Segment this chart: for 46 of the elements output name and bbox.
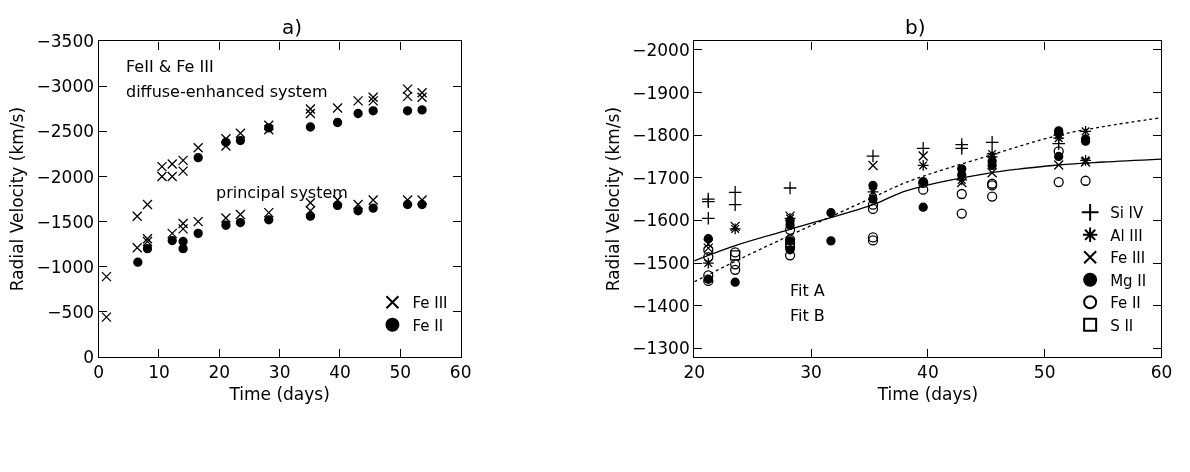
legend-label: Mg II [1110,271,1147,290]
y-tick-label: −1000 [36,256,95,277]
y-tick-label: −1600 [632,210,690,231]
y-tick-label: 0 [83,346,95,367]
chart-title: b) [905,15,926,39]
x-axis-title: Time (days) [876,383,979,404]
legend-label: Fe II [1110,294,1141,313]
legend-label: Fe II [412,316,444,335]
annotation: principal system [216,183,348,202]
x-tick-label: 10 [148,362,170,383]
y-tick-label: −1300 [632,338,690,359]
annotation: Fit A [790,281,825,300]
legend-label: S II [1110,316,1134,335]
y-tick-label: −1800 [632,125,690,146]
annotation: diffuse-enhanced system [126,82,328,101]
x-tick-label: 50 [1033,362,1056,383]
x-tick-label: 20 [683,362,706,383]
y-tick-label: −1500 [36,211,95,232]
y-tick-label: −500 [47,301,95,322]
y-tick-label: −2000 [632,39,690,60]
x-tick-label: 30 [800,362,822,383]
y-tick-label: −1700 [632,167,690,188]
x-tick-label: 60 [449,362,472,383]
y-tick-label: −1500 [632,252,690,273]
y-tick-label: −2500 [36,121,95,142]
x-axis-title: Time (days) [228,383,330,404]
legend-label: Si IV [1110,204,1145,223]
x-tick-label: 60 [1150,362,1173,383]
legend-label: Al III [1110,226,1143,245]
y-tick-label: −3500 [36,31,95,52]
chart-title: a) [282,15,303,39]
x-tick-label: 40 [329,362,351,383]
x-tick-label: 40 [917,362,939,383]
annotation: Fit B [790,306,825,325]
y-axis-title: Radial Velocity (km/s) [7,106,28,292]
legend-label: Fe III [1110,249,1146,268]
y-tick-label: −1400 [632,295,690,316]
legend-label: Fe III [412,294,448,313]
y-axis-title: Radial Velocity (km/s) [602,106,623,292]
y-tick-label: −3000 [36,76,95,97]
annotation: FeII & Fe III [126,57,214,76]
x-tick-label: 20 [208,362,231,383]
y-tick-label: −1900 [632,82,690,103]
y-tick-label: −2000 [36,166,95,187]
x-tick-label: 50 [389,362,412,383]
x-tick-label: 30 [268,362,291,383]
